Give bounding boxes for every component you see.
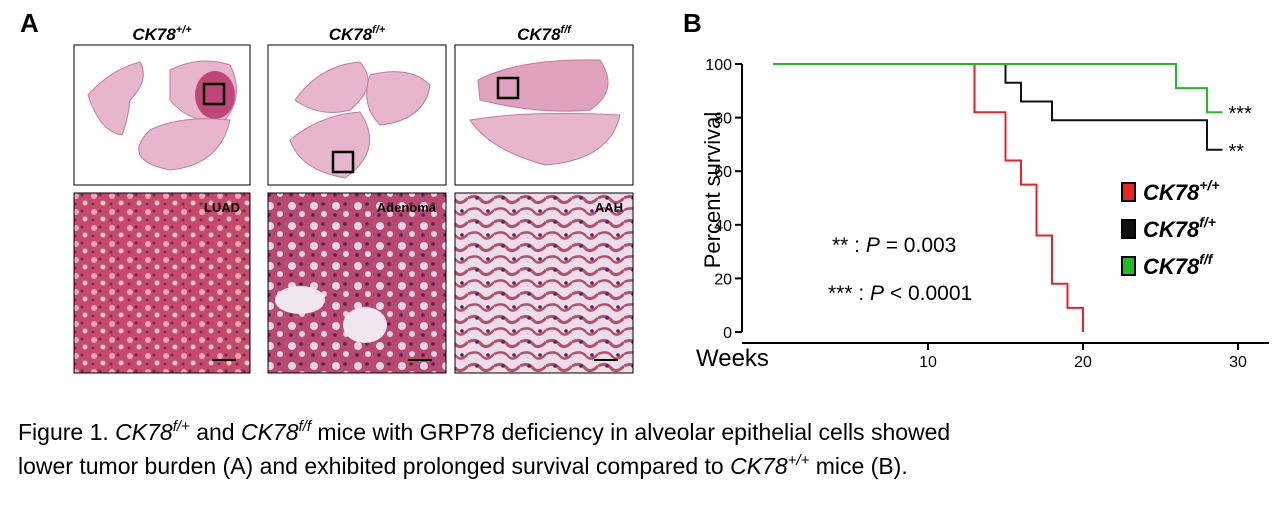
airspace	[343, 307, 387, 343]
column-title: CK78f/+	[329, 24, 386, 44]
legend-label: CK78f/f	[1143, 251, 1214, 279]
superscript: f/f	[561, 24, 573, 36]
caption: Figure 1. CK78f/+ and CK78f/f mice with …	[18, 418, 950, 479]
caption-text: and	[190, 419, 241, 445]
x-tick-label: 30	[1229, 354, 1247, 371]
significance: **	[1229, 141, 1245, 163]
lung-overview	[73, 44, 634, 186]
airspace	[275, 286, 325, 314]
x-axis-title: Weeks	[696, 345, 769, 372]
legend-superscript: f/+	[1199, 214, 1216, 230]
y-tick-label: 0	[723, 325, 732, 342]
panel-label: A	[20, 8, 39, 38]
p-rest: < 0.0001	[884, 282, 972, 305]
legend-name: CK78	[1143, 180, 1200, 205]
p-value: ** : P = 0.003	[832, 234, 956, 257]
superscript: f/+	[372, 24, 386, 36]
legend-swatch	[1121, 219, 1136, 239]
caption-superscript: f/+	[173, 418, 190, 435]
lung-lobe	[289, 111, 371, 179]
column-title: CK78+/+	[132, 24, 192, 44]
caption-text: mice (B).	[809, 453, 907, 479]
caption-superscript: f/f	[299, 418, 313, 435]
survival-line	[773, 63, 1084, 332]
survival-line	[773, 63, 1223, 114]
genotype: CK78	[329, 25, 373, 44]
legend-superscript: +/+	[1199, 177, 1219, 193]
caption-line: Figure 1. CK78f/+ and CK78f/f mice with …	[18, 418, 950, 445]
inset-label: LUAD	[204, 200, 240, 215]
caption-text: mice with GRP78 deficiency in alveolar e…	[311, 419, 950, 445]
legend-name: CK78	[1143, 254, 1200, 279]
legend-superscript: f/f	[1199, 251, 1214, 267]
lung-lobe	[138, 118, 231, 171]
legend-swatch	[1121, 182, 1136, 202]
y-tick-label: 80	[714, 111, 732, 128]
caption-text: lower tumor burden (A) and exhibited pro…	[18, 453, 730, 479]
legend-swatch	[1121, 256, 1136, 276]
caption-line: lower tumor burden (A) and exhibited pro…	[18, 452, 908, 479]
genotype: CK78	[517, 25, 561, 44]
lung-lobe	[366, 71, 431, 126]
p-value: *** : P < 0.0001	[828, 282, 972, 305]
genotype: CK78	[132, 25, 176, 44]
lung-lobe	[469, 112, 621, 166]
y-tick-label: 60	[714, 164, 732, 181]
caption-text: Figure 1.	[18, 419, 115, 445]
zoom-box	[496, 76, 520, 100]
histology-image	[73, 192, 251, 374]
x-tick-label: 10	[919, 354, 937, 371]
legend-label: CK78f/+	[1143, 214, 1216, 242]
lung-lobe	[87, 61, 144, 136]
caption-superscript: +/+	[788, 452, 810, 469]
caption-text: CK78	[115, 419, 173, 445]
histology	[73, 192, 634, 374]
histology-image	[454, 192, 634, 374]
tumor	[195, 71, 235, 119]
caption-text: CK78	[241, 419, 299, 445]
p-prefix: ** :	[832, 234, 866, 257]
p-variable: P	[866, 234, 880, 257]
y-tick-label: 20	[714, 271, 732, 288]
inset-label: AAH	[595, 200, 623, 215]
panel-label: B	[683, 8, 702, 38]
inset-label: Adenoma	[377, 200, 437, 215]
histology-image	[267, 192, 447, 374]
superscript: +/+	[176, 24, 192, 36]
x-tick-label: 20	[1074, 354, 1092, 371]
zoom-box	[202, 82, 226, 106]
y-axis-title: Percent survival	[700, 112, 725, 269]
caption-text: CK78	[730, 453, 788, 479]
y-tick-label: 100	[705, 57, 732, 74]
column-title: CK78f/f	[517, 24, 572, 44]
survival-line	[773, 63, 1223, 151]
p-rest: = 0.003	[880, 234, 956, 257]
p-prefix: *** :	[828, 282, 870, 305]
legend-name: CK78	[1143, 217, 1200, 242]
p-variable: P	[870, 282, 884, 305]
y-tick-label: 40	[714, 218, 732, 235]
zoom-box	[331, 150, 355, 174]
legend-label: CK78+/+	[1143, 177, 1220, 205]
significance: ***	[1229, 103, 1253, 125]
